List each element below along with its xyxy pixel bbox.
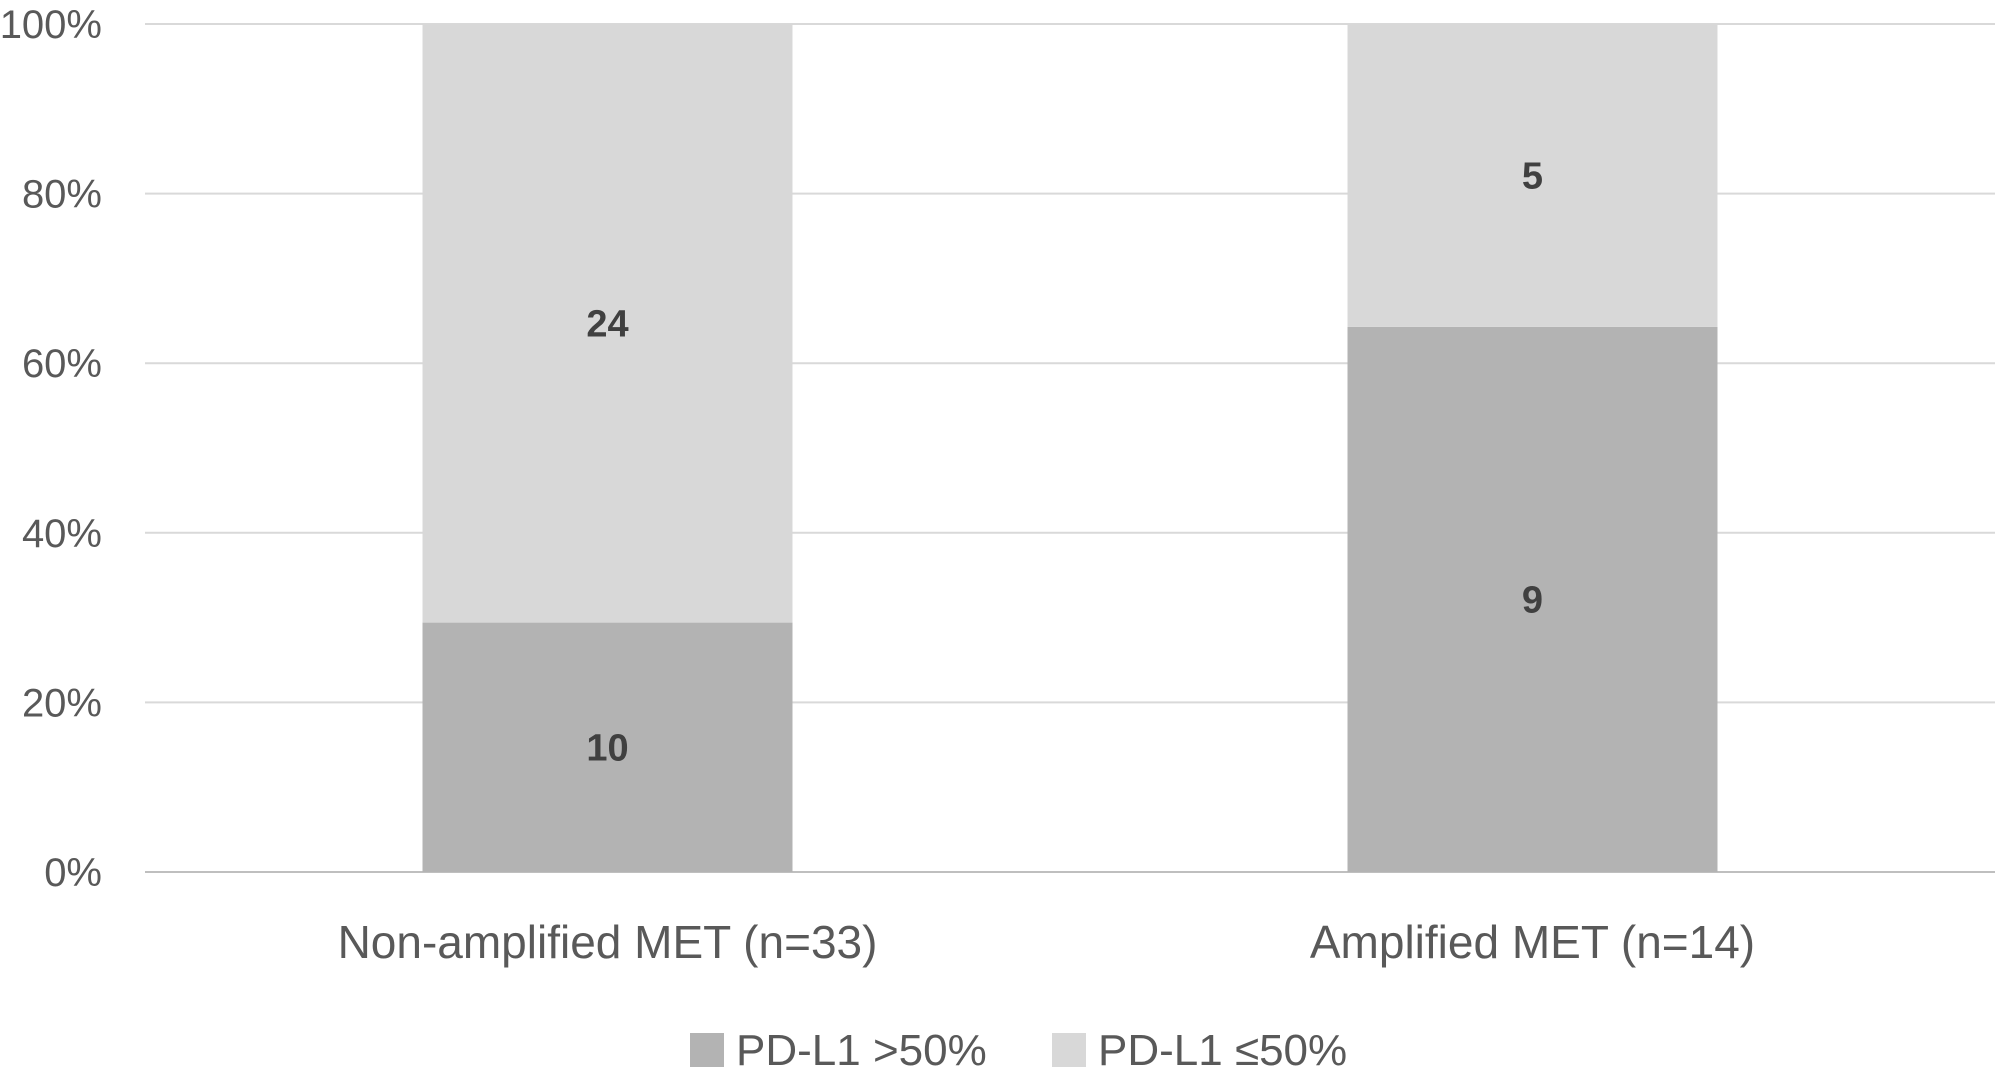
x-category-label: Amplified MET (n=14) [1310,916,1755,968]
legend-label: PD-L1 >50% [736,1026,987,1071]
x-category-label: Non-amplified MET (n=33) [338,916,878,968]
data-label: 10 [586,727,628,769]
bar-segment [422,622,793,872]
bar-segment [1347,24,1718,327]
y-tick-label: 40% [22,512,102,556]
legend-swatch [690,1033,724,1067]
bars [422,24,1718,872]
data-label: 5 [1522,155,1543,197]
legend: PD-L1 >50% PD-L1 ≤50% [690,1026,1347,1071]
data-labels: 10 24 9 5 [586,155,1543,769]
data-label: 9 [1522,579,1543,621]
x-axis-category-labels: Non-amplified MET (n=33) Amplified MET (n… [338,916,1756,968]
data-label: 24 [586,303,628,345]
y-axis-tick-labels: 0% 20% 40% 60% 80% 100% [0,3,102,895]
y-tick-label: 60% [22,342,102,386]
legend-label: PD-L1 ≤50% [1098,1026,1347,1071]
bar-segment [1347,326,1718,872]
legend-swatch [1052,1033,1086,1067]
y-tick-label: 0% [44,851,102,895]
y-tick-label: 80% [22,173,102,217]
y-tick-label: 100% [0,3,102,47]
bar-segment [422,24,793,623]
y-tick-label: 20% [22,681,102,725]
